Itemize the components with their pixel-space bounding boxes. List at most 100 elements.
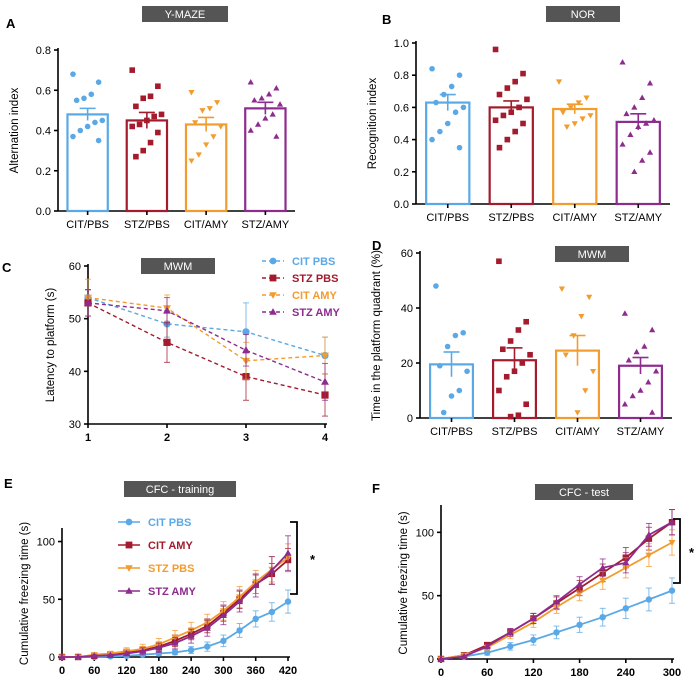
data-point — [507, 413, 514, 420]
data-point — [645, 552, 653, 559]
data-point — [214, 100, 221, 106]
data-point — [456, 387, 463, 394]
data-point — [92, 119, 98, 126]
legend-item: CIT PBS — [118, 517, 191, 529]
data-point — [622, 559, 630, 566]
data-point — [219, 611, 227, 618]
y-tick-label: 60 — [401, 248, 413, 260]
x-tick-label: STZ/PBS — [488, 212, 534, 224]
x-tick-label: 240 — [182, 665, 200, 677]
data-point — [188, 90, 195, 96]
data-point — [464, 368, 470, 375]
data-point — [81, 95, 87, 102]
data-point — [553, 629, 560, 636]
y-tick-label: 100 — [37, 537, 55, 549]
x-tick-label: CIT/AMY — [184, 219, 229, 231]
data-point — [273, 85, 280, 91]
bar — [615, 120, 661, 206]
legend-marker — [125, 541, 133, 549]
panel-title: Y-MAZE — [165, 9, 206, 21]
data-point — [433, 283, 439, 289]
data-point — [575, 100, 582, 106]
series-cit-pbs — [84, 289, 329, 375]
data-point — [496, 144, 503, 151]
data-point — [144, 117, 150, 124]
panel-B: B NOR 0.0 0.2 0.4 0.6 0.8 1.0 Recognition index C… — [367, 6, 670, 224]
series-line — [87, 296, 326, 357]
data-point — [629, 392, 636, 399]
data-point — [158, 111, 165, 118]
panel-title-box — [535, 484, 633, 500]
y-axis-label: Latency to platform (s) — [45, 288, 57, 403]
data-point — [619, 141, 626, 147]
bar — [184, 123, 228, 213]
data-point — [576, 621, 583, 628]
data-point — [163, 338, 171, 346]
data-point — [552, 598, 561, 605]
legend-marker — [269, 257, 277, 265]
legend-label: CIT AMY — [148, 540, 193, 552]
data-point — [599, 577, 607, 585]
data-point — [258, 95, 265, 101]
y-tick-label: 1.0 — [394, 38, 409, 50]
data-point — [558, 286, 566, 292]
data-point — [668, 587, 676, 594]
data-point — [123, 649, 131, 657]
data-point — [635, 123, 642, 129]
x-tick-label: 4 — [322, 432, 329, 444]
significance-star: * — [689, 545, 695, 560]
legend-label: STZ AMY — [148, 586, 197, 598]
y-tick-label: 0.0 — [394, 199, 409, 211]
data-point — [639, 157, 646, 163]
x-tick-label: 360 — [247, 665, 265, 677]
data-point — [645, 596, 653, 603]
data-point — [496, 91, 503, 98]
data-point — [452, 332, 459, 339]
data-point — [619, 59, 626, 65]
data-point — [492, 46, 499, 53]
panel-letter: A — [6, 16, 16, 31]
data-point — [236, 627, 243, 634]
data-point — [631, 168, 638, 175]
data-point — [452, 109, 459, 116]
data-point — [321, 352, 329, 360]
bar — [244, 107, 287, 213]
data-point — [192, 120, 199, 126]
panel-A: A Y-MAZE 0.0 0.2 0.4 0.6 0.8 Alternation index C… — [6, 6, 295, 231]
data-point — [284, 549, 292, 556]
data-point — [668, 539, 676, 547]
data-point — [496, 387, 502, 394]
x-tick-label: 60 — [88, 665, 100, 677]
data-point — [507, 338, 514, 344]
data-point — [242, 328, 250, 336]
data-point — [582, 388, 589, 394]
data-point — [220, 637, 227, 645]
y-tick-label: 40 — [401, 303, 413, 315]
data-point — [587, 113, 594, 119]
data-point — [507, 643, 514, 650]
panel-title-box — [124, 481, 236, 497]
data-point — [639, 94, 646, 100]
panel-title-box — [142, 6, 228, 22]
data-point — [252, 615, 259, 623]
panel-title: MWM — [578, 249, 607, 261]
data-point — [559, 109, 567, 116]
significance-bracket — [673, 518, 681, 584]
data-point — [77, 127, 84, 134]
data-point — [188, 158, 195, 164]
data-point — [456, 144, 463, 151]
data-point — [203, 624, 211, 631]
data-point — [579, 116, 586, 122]
data-point — [247, 127, 254, 133]
data-point — [515, 412, 522, 419]
data-point — [203, 142, 210, 148]
legend-item: STZ PBS — [262, 273, 338, 285]
panel-letter: B — [382, 12, 391, 27]
data-point — [163, 306, 171, 314]
data-point — [649, 409, 656, 415]
data-point — [578, 314, 585, 320]
data-point — [155, 129, 161, 136]
data-point — [529, 614, 537, 622]
y-tick-label: 0.2 — [36, 166, 51, 178]
